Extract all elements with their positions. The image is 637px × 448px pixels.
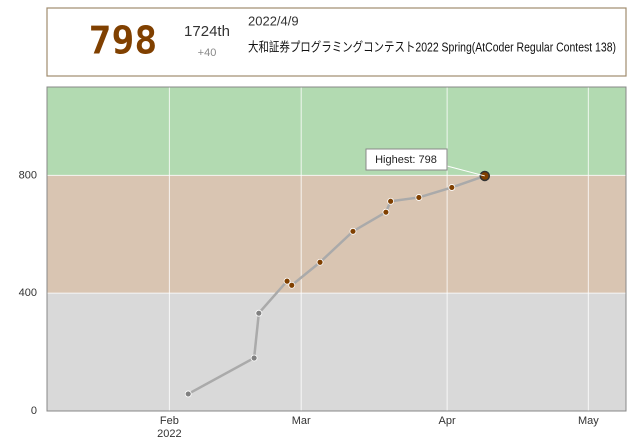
rating-point: [250, 354, 258, 362]
info-card: [46, 7, 627, 77]
rating-point: [255, 309, 263, 317]
rating-point: [184, 390, 192, 398]
y-tick-label: 400: [19, 287, 37, 299]
x-tick-label: Feb: [160, 415, 179, 427]
annotation-leader: [446, 165, 485, 177]
rating: 798: [89, 19, 158, 63]
diff: +40: [198, 47, 217, 59]
rating-point: [283, 277, 291, 285]
y-tick-label: 800: [19, 169, 37, 181]
annotation-box: [365, 148, 448, 171]
x-year-label: 2022: [157, 428, 181, 440]
y-tick-label: 0: [31, 405, 37, 417]
x-tick-label: Mar: [292, 415, 311, 427]
x-tick-label: Apr: [439, 415, 456, 427]
rating-point: [382, 208, 390, 216]
rating-point: [349, 227, 357, 235]
rating-point: [387, 197, 395, 205]
plot-frame: [46, 86, 627, 412]
rating-point: [448, 184, 456, 191]
rating-band: [47, 175, 626, 294]
rating-line: [187, 174, 486, 396]
rank: 1724th: [184, 23, 230, 40]
rating-band: [47, 87, 626, 176]
rating-point: [316, 258, 324, 266]
contest-name: 大和証券プログラミングコンテスト2022 Spring(AtCoder Regu…: [248, 39, 616, 54]
rating-point: [415, 194, 423, 201]
annotation: Highest: 798: [375, 154, 437, 166]
rating-point: [288, 281, 296, 289]
rating-band: [47, 293, 626, 411]
date: 2022/4/9: [248, 13, 299, 28]
x-tick-label: May: [578, 415, 599, 427]
